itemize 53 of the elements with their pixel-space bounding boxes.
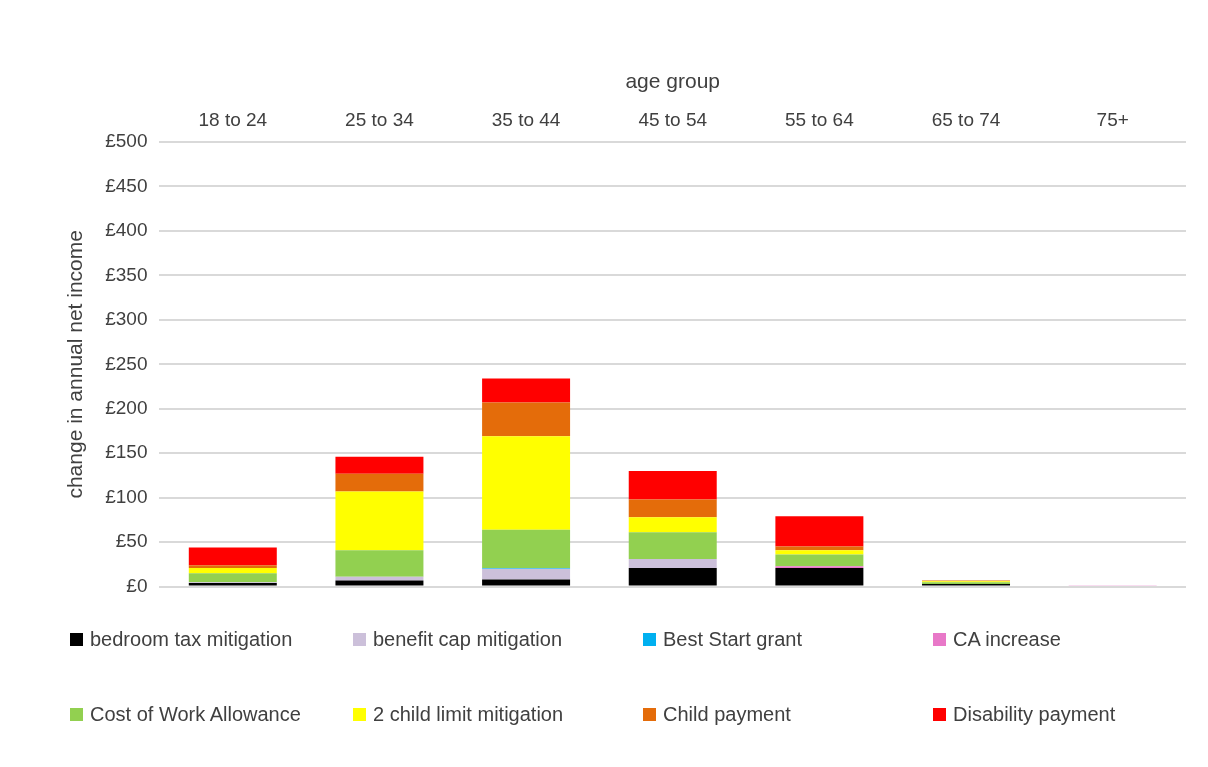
- legend-label: CA increase: [953, 628, 1061, 651]
- y-tick-label: £50: [115, 530, 148, 552]
- bar: [775, 567, 864, 586]
- bar: [482, 378, 571, 403]
- y-tick-label: £300: [105, 308, 148, 330]
- legend-label: Cost of Work Allowance: [90, 703, 301, 726]
- bar: [335, 491, 424, 551]
- bar: [775, 554, 864, 567]
- x-tick-label: 75+: [1096, 108, 1129, 130]
- bar: [775, 516, 864, 547]
- bar: [482, 579, 571, 586]
- bar: [482, 529, 571, 568]
- bar: [188, 573, 277, 583]
- x-tick-label: 25 to 34: [345, 108, 415, 130]
- legend-label: Disability payment: [953, 703, 1116, 726]
- y-tick-label: £350: [105, 263, 148, 285]
- legend-label: Child payment: [663, 703, 791, 726]
- legend-label: benefit cap mitigation: [373, 628, 563, 651]
- x-tick-label: 35 to 44: [491, 108, 561, 130]
- bar: [335, 473, 424, 492]
- bar: [628, 471, 717, 500]
- bar: [628, 559, 717, 568]
- bar: [188, 567, 277, 574]
- bar: [335, 580, 424, 586]
- bar: [628, 499, 717, 518]
- y-tick-label: £500: [105, 130, 148, 152]
- bar: [482, 436, 571, 530]
- bar: [188, 565, 277, 568]
- y-tick-label: £150: [105, 441, 148, 463]
- bar: [628, 517, 717, 533]
- y-tick-label: £450: [105, 174, 148, 196]
- x-axis-title: age group: [625, 69, 721, 93]
- bar: [335, 550, 424, 577]
- y-tick-label: £400: [105, 219, 148, 241]
- bar: [628, 567, 717, 586]
- bar: [775, 550, 864, 555]
- legend-label: bedroom tax mitigation: [90, 628, 293, 651]
- x-tick-label: 18 to 24: [198, 108, 268, 130]
- bar: [628, 532, 717, 560]
- bar: [335, 456, 424, 474]
- y-tick-label: £100: [105, 485, 148, 507]
- x-tick-label: 65 to 74: [931, 108, 1001, 130]
- y-axis-title: change in annual net income: [63, 230, 87, 499]
- bar: [482, 568, 571, 580]
- x-tick-label: 55 to 64: [785, 108, 855, 130]
- bar: [482, 402, 571, 437]
- y-tick-label: £0: [126, 574, 148, 596]
- legend-label: Best Start grant: [663, 628, 802, 651]
- bar: [188, 547, 277, 566]
- legend-label: 2 child limit mitigation: [373, 703, 564, 726]
- y-tick-label: £250: [105, 352, 148, 374]
- y-tick-label: £200: [105, 396, 148, 418]
- x-tick-label: 45 to 54: [638, 108, 708, 130]
